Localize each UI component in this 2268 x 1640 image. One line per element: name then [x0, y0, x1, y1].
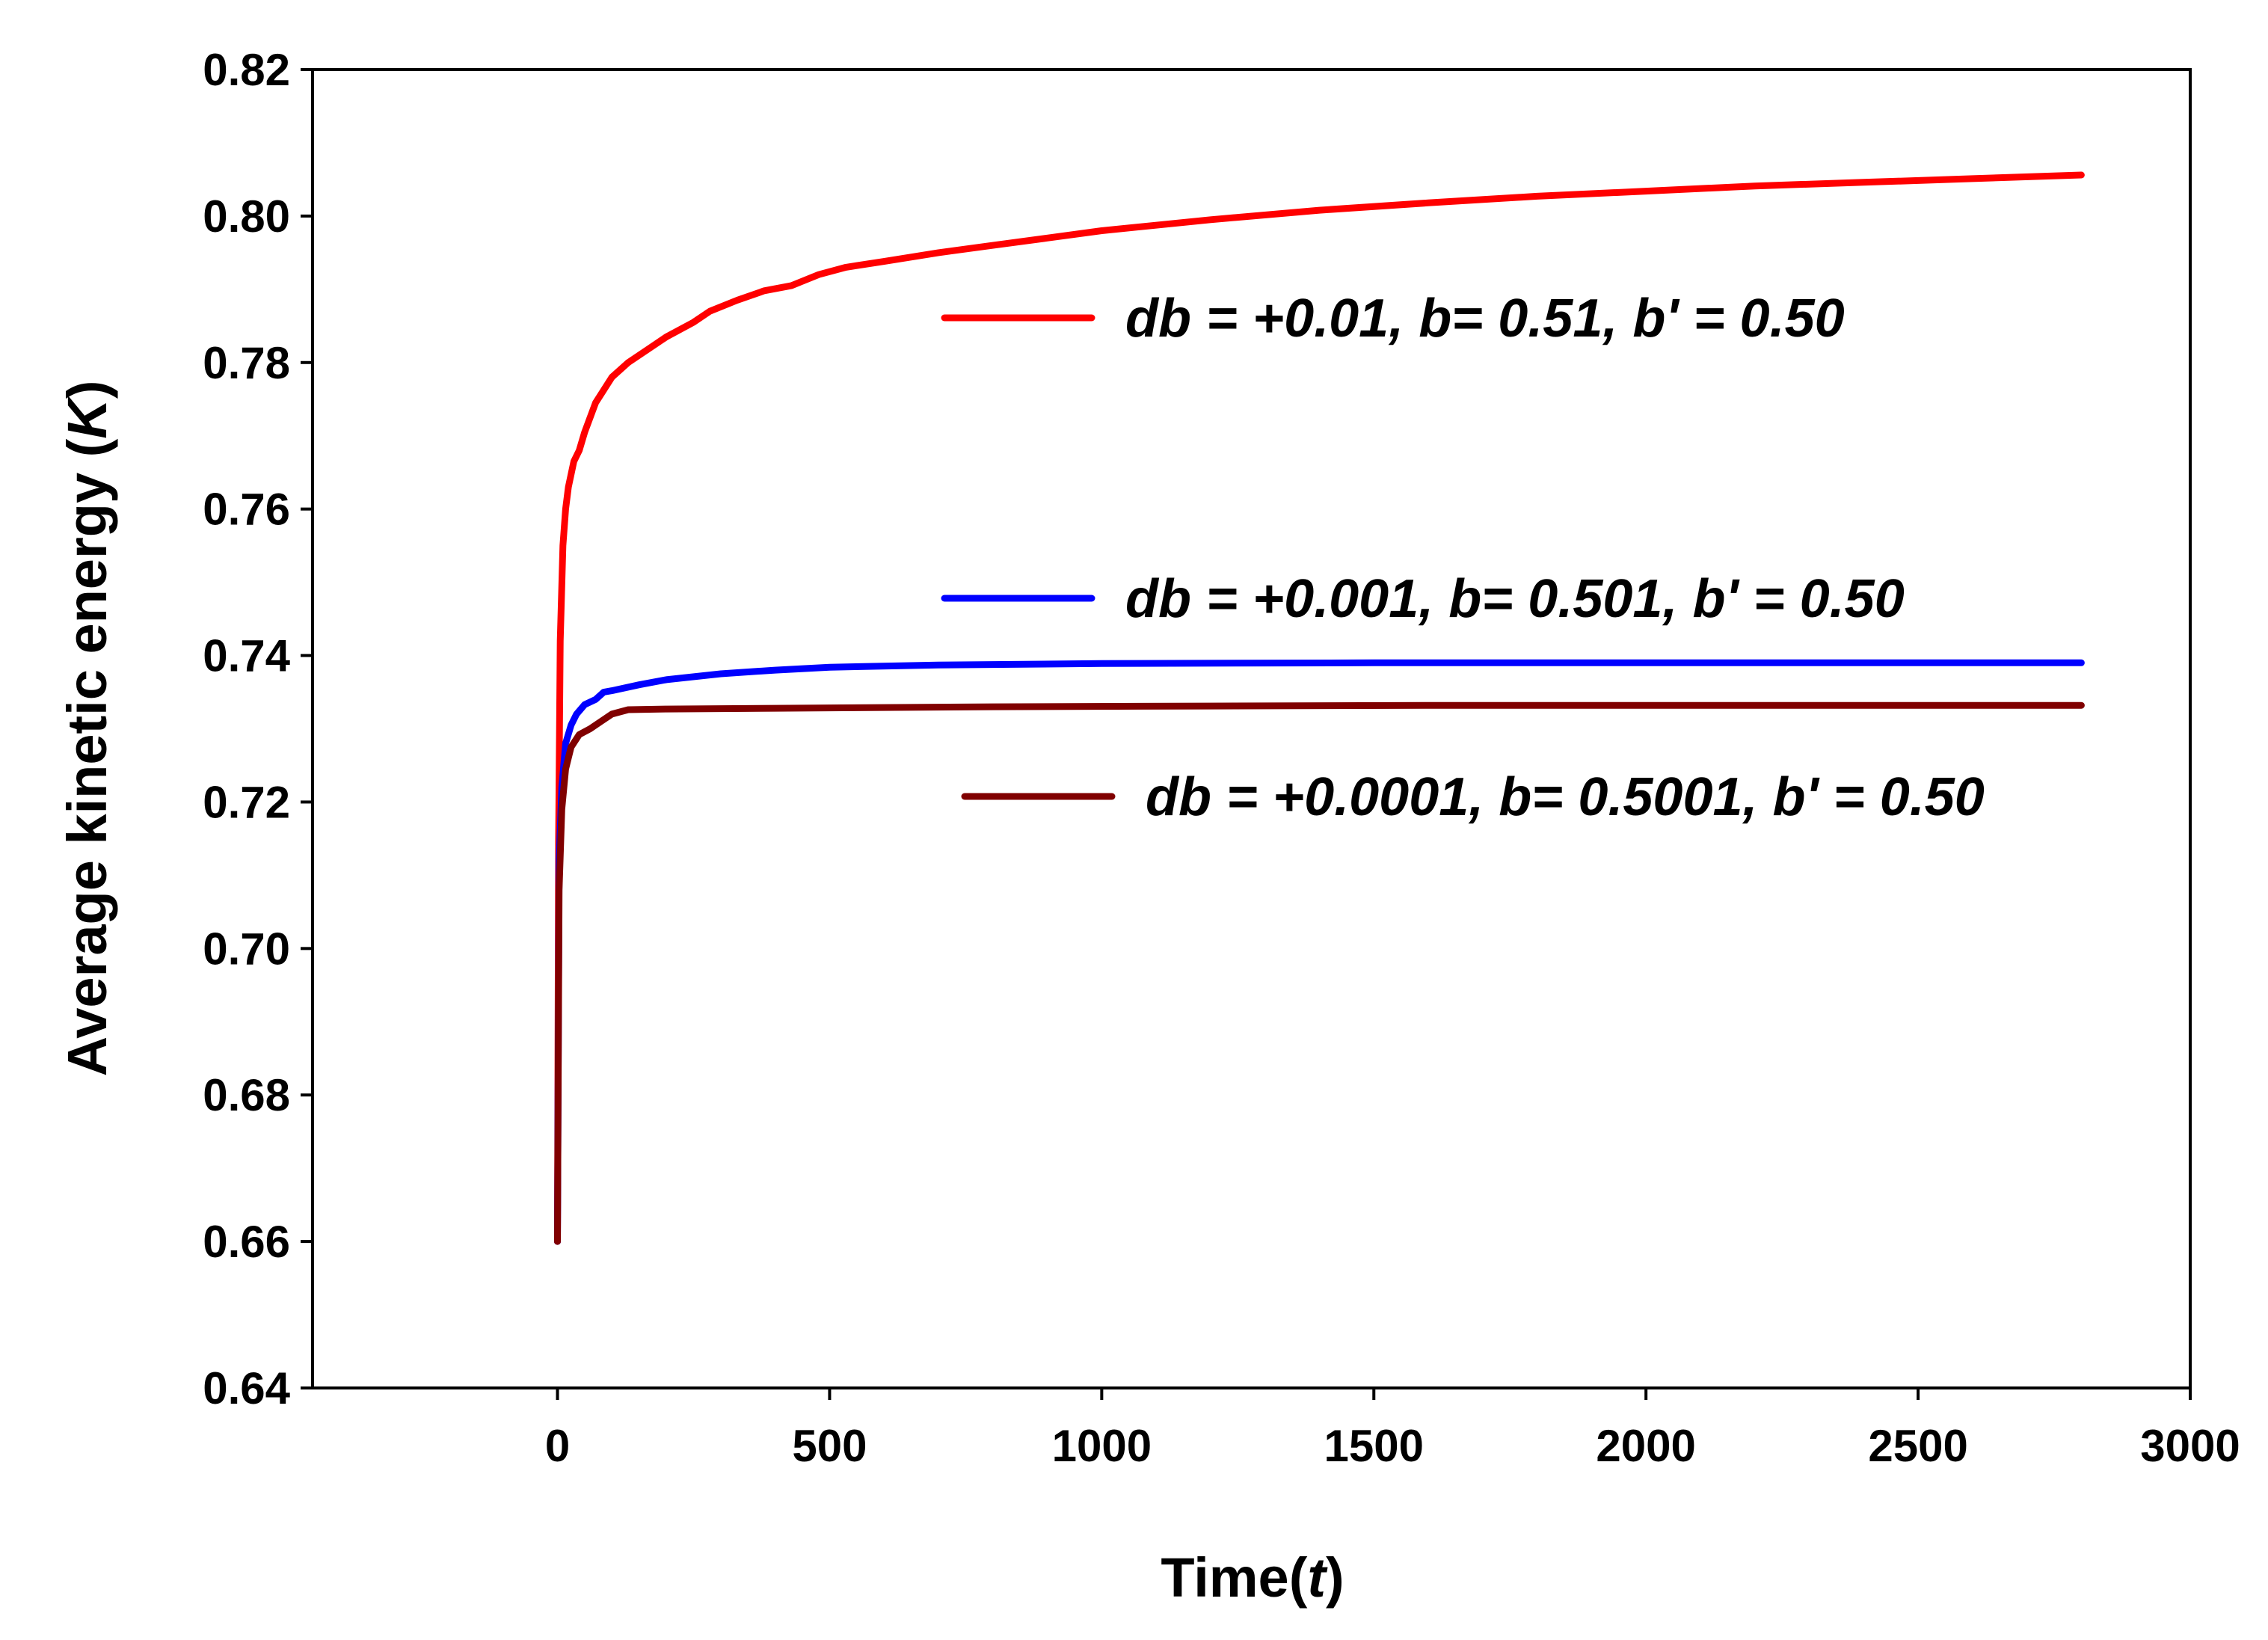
legend: db = +0.01, b= 0.51, b' = 0.50 db = +0.00…	[941, 289, 1985, 827]
x-tick-label: 1500	[1324, 1421, 1424, 1471]
series-line-1	[554, 171, 2085, 1245]
x-tick-label: 500	[792, 1421, 867, 1471]
y-axis-ticks: 0.64 0.66 0.68 0.70 0.72 0.74 0.76 0.78 0.80 0.82	[203, 45, 313, 1413]
x-axis-title: Time(t)	[1161, 1547, 1344, 1609]
y-tick-label: 0.72	[203, 777, 290, 827]
plot-frame	[311, 68, 2192, 1389]
x-tick-label: 2500	[1868, 1421, 1967, 1471]
x-axis-ticks: 0 500 1000 1500 2000 2500 3000	[545, 1388, 2240, 1471]
y-tick-label: 0.66	[203, 1217, 290, 1267]
y-tick-label: 0.78	[203, 338, 290, 388]
y-tick-label: 0.70	[203, 924, 290, 974]
series-line-2	[554, 659, 2085, 1245]
y-axis-title: Average kinetic energy (K)	[56, 381, 118, 1077]
y-tick-label: 0.68	[203, 1070, 290, 1120]
legend-label-1: db = +0.01, b= 0.51, b' = 0.50	[1125, 289, 1845, 348]
y-tick-label: 0.76	[203, 485, 290, 535]
x-tick-label: 0	[545, 1421, 570, 1471]
y-tick-label: 0.80	[203, 191, 290, 242]
y-tick-label: 0.74	[203, 631, 290, 681]
y-tick-label: 0.82	[203, 45, 290, 95]
legend-label-2: db = +0.001, b= 0.501, b' = 0.50	[1125, 569, 1905, 629]
series-line-3	[554, 701, 2085, 1245]
x-tick-label: 3000	[2140, 1421, 2240, 1471]
x-tick-label: 1000	[1052, 1421, 1152, 1471]
y-tick-label: 0.64	[203, 1363, 290, 1413]
series-layer	[554, 171, 2085, 1245]
legend-label-3: db = +0.0001, b= 0.5001, b' = 0.50	[1146, 767, 1985, 827]
x-tick-label: 2000	[1596, 1421, 1695, 1471]
